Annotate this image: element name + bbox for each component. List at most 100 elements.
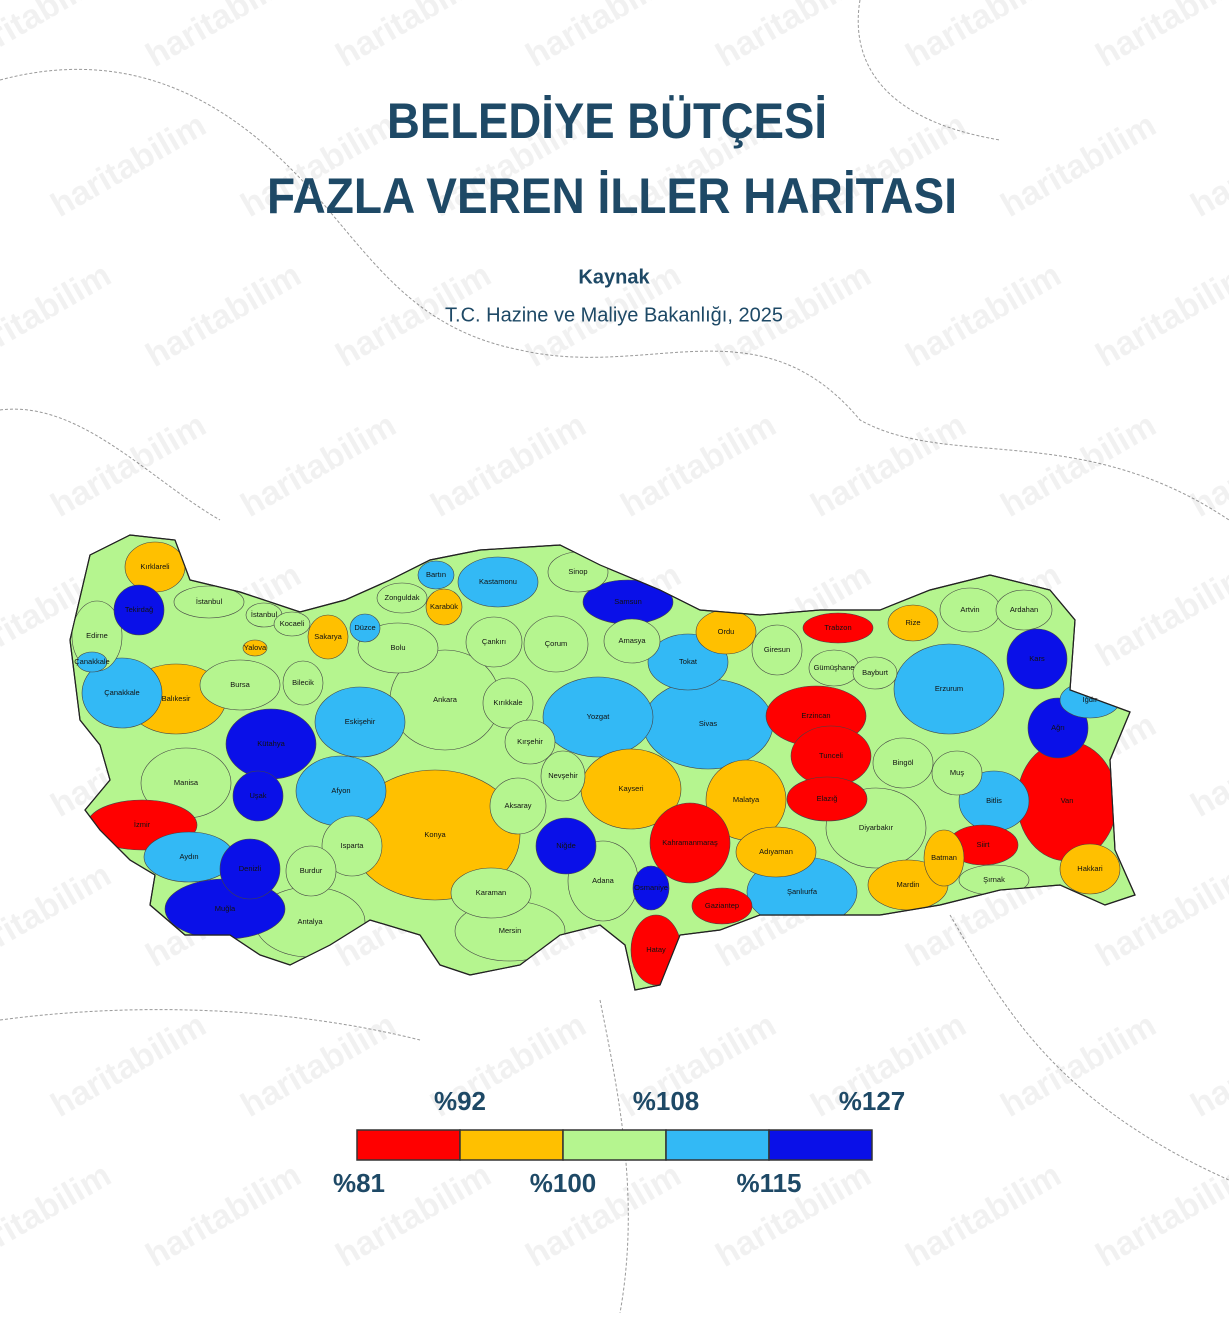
province-label: Çankırı: [482, 637, 506, 646]
province: [349, 613, 381, 643]
watermark: haritabilim: [709, 0, 877, 75]
watermark: haritabilim: [44, 106, 212, 225]
province-label: Kütahya: [257, 739, 285, 748]
province-label: Tokat: [679, 657, 698, 666]
province-label: Kastamonu: [479, 577, 517, 586]
province: [242, 639, 268, 657]
watermark: haritabilim: [44, 1006, 212, 1125]
province-label: Eskişehir: [345, 717, 376, 726]
province: [482, 677, 534, 729]
province-label: Iğdır: [1082, 695, 1098, 704]
province: [199, 659, 281, 711]
province-label: Batman: [931, 853, 957, 862]
province: [321, 815, 383, 877]
province-label: Elazığ: [817, 794, 838, 803]
province-label: Sakarya: [314, 632, 342, 641]
province-label: Siirt: [977, 840, 991, 849]
watermark: haritabilim: [234, 1006, 402, 1125]
province-label: Erzincan: [801, 711, 830, 720]
province-label: Burdur: [300, 866, 323, 875]
province-label: Sivas: [699, 719, 718, 728]
province-label: Aksaray: [504, 801, 531, 810]
province-label: Diyarbakır: [859, 823, 894, 832]
province-label: Trabzon: [824, 623, 851, 632]
title-line: BELEDİYE BÜTÇESİ: [387, 93, 827, 149]
province: [1006, 628, 1068, 690]
province-label: Erzurum: [935, 684, 963, 693]
province-label: Sinop: [568, 567, 587, 576]
province: [852, 656, 898, 690]
province-label: Van: [1061, 796, 1074, 805]
province: [307, 614, 349, 660]
province: [923, 829, 965, 887]
watermark: haritabilim: [424, 406, 592, 525]
province-label: Çanakkale: [104, 688, 139, 697]
province: [691, 887, 753, 925]
province-label: Muğla: [215, 904, 236, 913]
province-label: Adıyaman: [759, 847, 793, 856]
province-label: Bayburt: [862, 668, 889, 677]
watermark: haritabilim: [1184, 106, 1229, 225]
province-label: Ankara: [433, 695, 458, 704]
province-label: Osmaniye: [634, 883, 668, 892]
province-label: Kocaeli: [280, 619, 305, 628]
province: [995, 589, 1053, 631]
legend-label: %127: [839, 1086, 906, 1116]
province-label: Kayseri: [618, 784, 643, 793]
province-label: Bitlis: [986, 796, 1002, 805]
province: [376, 582, 428, 614]
province-label: Kahramanmaraş: [662, 838, 718, 847]
province-label: Bolu: [390, 643, 405, 652]
watermark: haritabilim: [0, 0, 117, 75]
province: [540, 750, 586, 802]
province-label: Antalya: [297, 917, 323, 926]
watermark: haritabilim: [0, 856, 117, 975]
province-label: Kars: [1029, 654, 1045, 663]
province: [632, 865, 670, 911]
province-label: Ağrı: [1051, 723, 1065, 732]
province-label: Kırşehir: [517, 737, 543, 746]
province-label: Bartın: [426, 570, 446, 579]
province-label: Mersin: [499, 926, 522, 935]
province-label: Ardahan: [1010, 605, 1038, 614]
watermark: haritabilim: [0, 1156, 117, 1275]
province: [457, 556, 539, 608]
province: [425, 588, 463, 626]
province: [535, 817, 597, 875]
province-label: Yozgat: [587, 712, 611, 721]
province-labels: Kırklareli Edirne Tekirdağ İstanbul İstanbul…: [74, 562, 1103, 954]
province: [735, 826, 817, 878]
province-label: Karaman: [476, 888, 506, 897]
title-line: FAZLA VEREN İLLER HARİTASI: [267, 168, 957, 224]
province-label: Rize: [905, 618, 920, 627]
province: [504, 719, 556, 765]
province: [751, 624, 803, 676]
legend-swatch: [459, 1129, 564, 1161]
watermark: haritabilim: [1089, 256, 1229, 375]
watermark: haritabilim: [44, 406, 212, 525]
watermark: haritabilim: [899, 1156, 1067, 1275]
watermark: haritabilim: [0, 256, 117, 375]
province-label: Denizli: [239, 864, 262, 873]
province: [76, 651, 108, 673]
watermark: haritabilim: [139, 256, 307, 375]
province-label: Karabük: [430, 602, 458, 611]
province-label: İstanbul: [196, 597, 223, 606]
watermark: haritabilim: [994, 406, 1162, 525]
province: [1059, 843, 1121, 895]
province-label: Çorum: [545, 639, 568, 648]
province-label: Tekirdağ: [125, 605, 153, 614]
province-label: Şırnak: [983, 875, 1005, 884]
province-label: İstanbul: [251, 610, 278, 619]
province: [802, 612, 874, 644]
legend-label: %100: [530, 1168, 597, 1198]
watermark: haritabilim: [519, 0, 687, 75]
watermark: haritabilim: [1184, 706, 1229, 825]
watermark: haritabilim: [804, 406, 972, 525]
province-label: Balıkesir: [162, 694, 191, 703]
province: [603, 618, 661, 664]
province: [273, 611, 311, 637]
province: [542, 676, 654, 758]
watermark: haritabilim: [994, 1006, 1162, 1125]
province: [893, 643, 1005, 735]
